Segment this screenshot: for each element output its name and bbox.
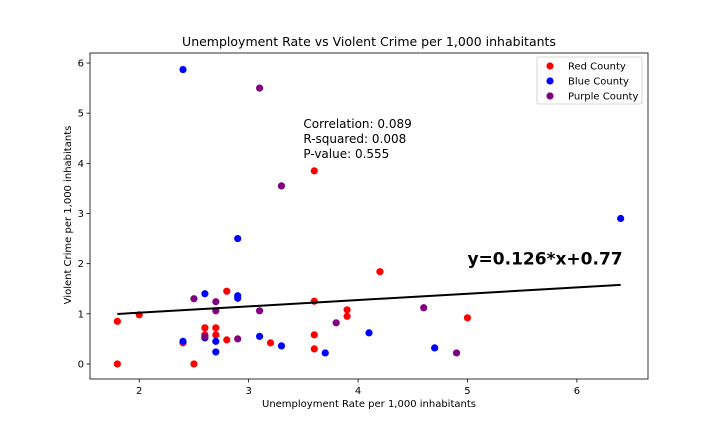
x-tick-label: 2 (136, 386, 142, 397)
data-point (310, 297, 318, 305)
x-tick-label: 4 (355, 386, 361, 397)
axis-ticks: 2 3 4 5 6 0 1 2 3 4 5 6 (78, 59, 580, 397)
data-point (343, 306, 351, 314)
data-point (190, 295, 198, 303)
data-point (212, 324, 220, 332)
data-point (376, 268, 384, 276)
data-point (310, 345, 318, 353)
chart-title: Unemployment Rate vs Violent Crime per 1… (182, 34, 556, 49)
legend-marker (546, 62, 554, 70)
axes-frame (89, 52, 649, 380)
data-point (234, 234, 242, 243)
data-point (113, 317, 121, 325)
data-point (332, 319, 340, 327)
legend-box (536, 56, 643, 105)
statistics-line: Correlation: 0.089 (303, 117, 411, 131)
statistics-line: P-value: 0.555 (303, 147, 389, 161)
legend-label: Purple County (568, 92, 638, 103)
y-axis-label: Violent Crime per 1,000 inhabitants (63, 126, 74, 305)
data-point (201, 324, 209, 332)
data-point (617, 214, 625, 223)
y-tick-label: 4 (78, 159, 84, 170)
data-point (201, 290, 209, 298)
data-point (179, 337, 187, 345)
y-tick-label: 5 (78, 109, 84, 120)
x-tick-label: 3 (245, 386, 251, 397)
data-point (255, 307, 264, 315)
data-point (277, 342, 286, 350)
legend-label: Blue County (568, 77, 629, 88)
legend: Red County Blue County Purple County (536, 56, 643, 105)
y-tick-label: 1 (78, 309, 84, 320)
data-point (212, 331, 220, 339)
data-point (255, 84, 264, 92)
data-point (234, 335, 242, 343)
data-point (223, 287, 231, 295)
legend-label: Red County (568, 62, 626, 73)
x-axis-label: Unemployment Rate per 1,000 inhabitants (262, 399, 476, 410)
legend-marker (546, 92, 554, 100)
x-tick-label: 6 (574, 386, 580, 397)
data-point (201, 332, 209, 340)
data-point (234, 294, 242, 302)
data-point (365, 329, 373, 337)
data-point (420, 304, 428, 312)
y-tick-label: 6 (78, 59, 84, 70)
data-point (266, 339, 275, 347)
data-point (255, 332, 264, 340)
regression-equation-label: y=0.126*x+0.77 (467, 250, 622, 270)
x-tick-label: 5 (464, 386, 470, 397)
data-point (212, 348, 220, 356)
data-point (113, 360, 121, 368)
data-point (223, 336, 231, 344)
data-point (321, 349, 329, 357)
regression-line (117, 283, 621, 315)
y-tick-label: 0 (78, 359, 84, 370)
data-point (463, 314, 472, 322)
legend-marker (546, 77, 554, 85)
data-point (431, 344, 439, 352)
data-point (310, 167, 318, 175)
data-point (277, 182, 286, 190)
data-point (212, 298, 220, 306)
statistics-line: R-squared: 0.008 (303, 132, 406, 146)
data-point (310, 331, 318, 339)
y-tick-label: 3 (78, 209, 84, 220)
plot-area (113, 65, 625, 368)
data-point (190, 360, 198, 368)
data-point (179, 65, 187, 74)
data-point (212, 337, 220, 345)
y-tick-label: 2 (78, 259, 84, 270)
data-point (343, 312, 351, 320)
data-point (452, 349, 461, 357)
